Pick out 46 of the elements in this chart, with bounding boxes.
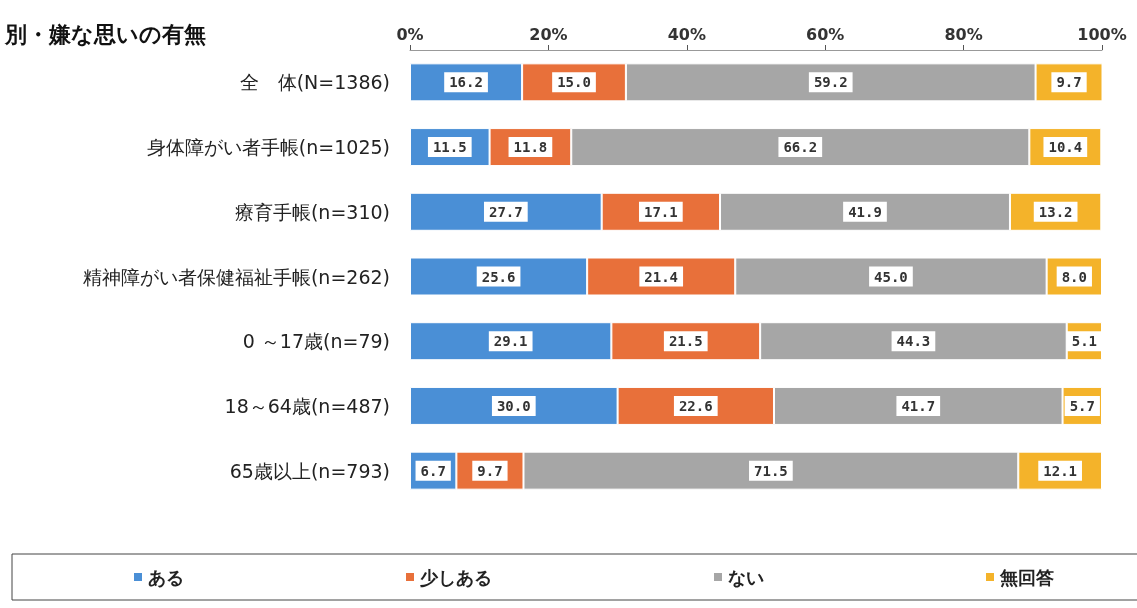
data-label: 59.2 [813, 74, 848, 91]
legend-label: 無回答 [999, 566, 1054, 588]
data-label: 44.3 [896, 333, 931, 350]
y-tick-label: 全 体(N=1386) [239, 71, 390, 94]
y-tick-label: 0 ～17歳(n=79) [242, 330, 390, 353]
x-tick-label: 20% [529, 24, 568, 44]
x-tick-label: 40% [667, 24, 706, 44]
x-tick-label: 100% [1077, 24, 1127, 44]
data-label: 11.8 [513, 139, 548, 156]
data-label: 66.2 [783, 139, 818, 156]
legend-label: 少しある [420, 566, 492, 588]
data-label: 13.2 [1038, 203, 1073, 220]
data-label: 9.7 [477, 462, 503, 479]
text: 別・嫌な思いの有無 [4, 21, 206, 47]
legend-label: ない [728, 566, 764, 588]
data-label: 9.7 [1056, 74, 1082, 91]
x-tick-label: 0% [396, 24, 424, 44]
data-label: 17.1 [643, 203, 678, 220]
data-label: 6.7 [420, 462, 446, 479]
data-label: 5.7 [1069, 397, 1095, 414]
data-label: 12.1 [1043, 462, 1077, 479]
y-tick-label: 療育手帳(n=310) [234, 200, 390, 223]
data-label: 10.4 [1048, 139, 1083, 156]
x-tick-label: 80% [944, 24, 983, 44]
data-label: 16.2 [449, 74, 483, 91]
data-label: 15.0 [557, 74, 591, 91]
x-tick-label: 60% [806, 24, 845, 44]
data-label: 8.0 [1061, 268, 1087, 285]
y-tick-label: 18～64歳(n=487) [224, 394, 390, 417]
data-label: 21.4 [644, 268, 679, 285]
data-label: 22.6 [678, 397, 713, 414]
data-label: 41.7 [901, 397, 936, 414]
data-label: 27.7 [488, 203, 523, 220]
y-tick-label: 65歳以上(n=793) [229, 459, 390, 482]
data-label: 5.1 [1071, 333, 1097, 350]
data-label: 29.1 [493, 333, 528, 350]
data-label: 11.5 [432, 139, 467, 156]
data-label: 45.0 [874, 268, 908, 285]
data-label: 41.9 [848, 203, 882, 220]
data-label: 30.0 [496, 397, 531, 414]
data-label: 25.6 [481, 268, 516, 285]
y-tick-label: 身体障がい者手帳(n=1025) [146, 136, 390, 159]
data-label: 21.5 [668, 333, 703, 350]
y-tick-label: 精神障がい者保健福祉手帳(n=262) [82, 265, 390, 288]
data-label: 71.5 [754, 462, 788, 479]
legend-label: ある [148, 566, 184, 588]
